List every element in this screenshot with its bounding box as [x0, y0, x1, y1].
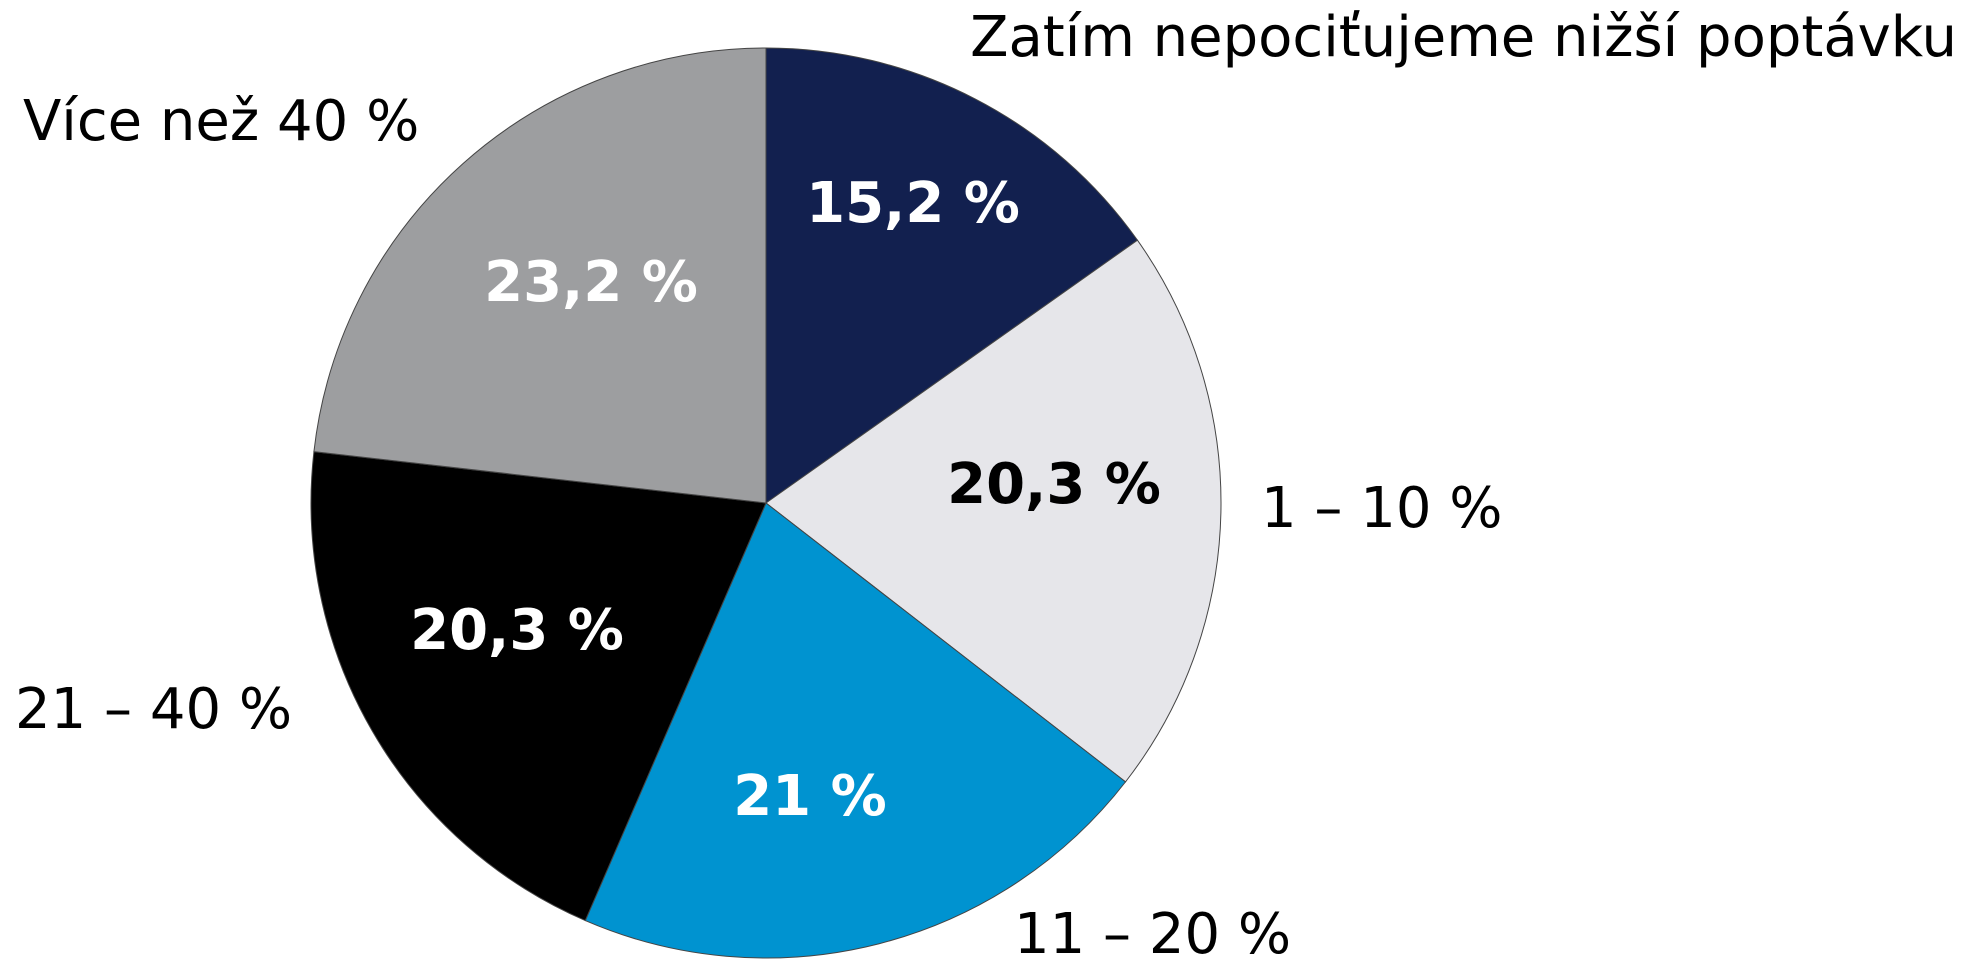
- value-label: 21 %: [733, 764, 887, 829]
- value-label: 15,2 %: [806, 171, 1020, 236]
- value-label: 20,3 %: [410, 598, 624, 663]
- pie-slice: [313, 47, 767, 504]
- category-label: Zatím nepociťujeme nižší poptávku: [970, 5, 1957, 70]
- value-label: 20,3 %: [947, 452, 1161, 517]
- pie-slice: [310, 451, 767, 922]
- pie-slice: [765, 239, 1222, 783]
- category-label: Více než 40 %: [23, 89, 419, 154]
- category-label: 11 – 20 %: [1014, 902, 1291, 965]
- pie-slice: [584, 502, 1127, 959]
- category-label: 21 – 40 %: [15, 677, 292, 742]
- pie-slice: [765, 47, 1139, 504]
- value-label: 23,2 %: [484, 250, 698, 315]
- category-label: 1 – 10 %: [1261, 476, 1503, 541]
